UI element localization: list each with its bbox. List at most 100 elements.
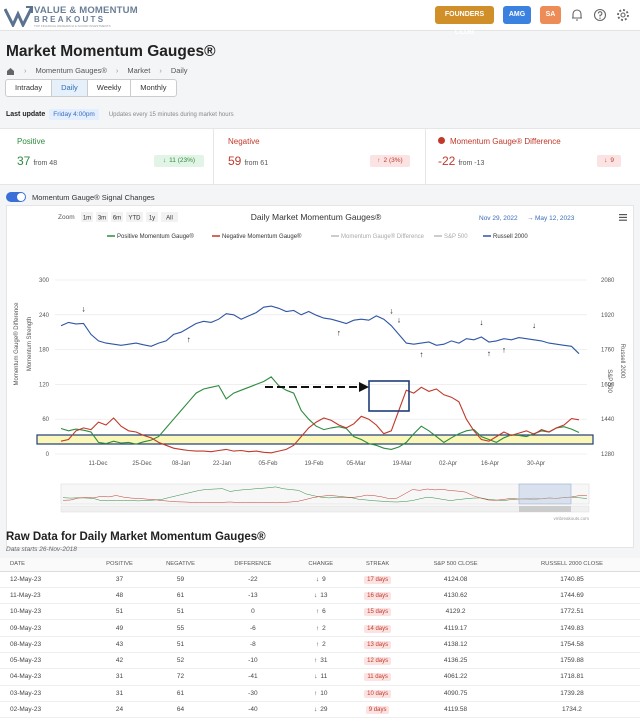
tab-weekly[interactable]: Weekly <box>88 80 132 96</box>
range-arrow: → <box>527 215 534 222</box>
zoom-button[interactable] <box>111 212 123 222</box>
chart-grid <box>55 279 587 455</box>
x-tick-label: 30-Apr <box>527 461 545 467</box>
brand-logo[interactable]: VALUE & MOMENTUM BREAKOUTS TOP FINANCIAL… <box>4 3 138 29</box>
tab-intraday[interactable]: Intraday <box>6 80 53 96</box>
navigator[interactable] <box>60 483 590 513</box>
column-header[interactable]: STREAK <box>347 558 408 572</box>
positive-series-line[interactable] <box>60 376 580 450</box>
column-header[interactable]: RUSSELL 2000 CLOSE <box>503 558 640 572</box>
change-cell: ↑ 6 <box>293 603 348 621</box>
change-cell: ↓ 29 <box>293 701 348 718</box>
y-axis-title-2: Momentum Strength <box>27 317 33 371</box>
streak-badge: 14 days <box>364 624 392 633</box>
legend-item[interactable]: Russell 2000 <box>493 234 528 240</box>
legend-item[interactable]: Positive Momentum Gauge® <box>117 233 194 240</box>
change-value: 31 <box>320 657 328 665</box>
range-to[interactable]: May 12, 2023 <box>535 215 575 222</box>
change-value: 6 <box>322 608 326 616</box>
zoom-button[interactable] <box>146 212 158 222</box>
founders-club-button[interactable]: FOUNDERS CLUB <box>435 6 494 36</box>
column-header[interactable]: DATE <box>0 558 91 572</box>
legend-item[interactable]: S&P 500 <box>444 234 468 240</box>
arrow-up-icon: ↑ <box>314 689 318 697</box>
change-value: 2 <box>322 624 326 632</box>
table-cell: 1744.69 <box>503 587 640 605</box>
table-cell: 4061.22 <box>407 668 504 686</box>
brand-tagline: TOP FINANCIAL RESEARCH & SOUND INVESTMEN… <box>34 24 111 28</box>
navigator-scrollbar[interactable] <box>60 505 590 513</box>
change-value: 11 <box>320 673 328 681</box>
y-tick-label: 300 <box>39 278 50 284</box>
x-axis: 11-Dec 25-Dec 08-Jan 22-Jan 05-Feb 19-Feb 05-M… <box>89 461 545 467</box>
table-cell: 42 <box>90 652 149 670</box>
column-header[interactable]: POSITIVE <box>90 558 149 572</box>
positive-label: Positive <box>17 137 46 146</box>
change-cell: ↓ 11 <box>293 668 348 686</box>
last-update-label: Last update <box>6 111 46 118</box>
y-tick-label: 120 <box>39 382 50 388</box>
update-note: Updates every 15 minutes during market h… <box>108 111 234 118</box>
annotation-arrowhead-icon <box>359 382 369 392</box>
zoom-button[interactable] <box>161 212 178 222</box>
x-tick-label: 11-Dec <box>89 461 108 467</box>
table-row: 09-May-23 49 55 -6 ↑ 2 14 days 4119.17 1749.83 <box>0 619 640 637</box>
navigator-positive-line <box>62 486 588 503</box>
column-header[interactable]: S&P 500 CLOSE <box>407 558 504 572</box>
signal-toggle[interactable]: Momentum Gauge® Signal Changes <box>6 192 155 202</box>
column-header[interactable]: NEGATIVE <box>148 558 213 572</box>
bell-icon[interactable] <box>570 8 584 22</box>
positive-card: Positive 37 from 48 ↓ 11 (23%) <box>17 129 207 185</box>
navigator-window[interactable] <box>518 483 572 505</box>
tab-daily[interactable]: Daily <box>52 80 88 96</box>
range-from[interactable]: Nov 29, 2022 <box>479 215 518 222</box>
table-cell: 09-May-23 <box>0 619 91 637</box>
momentum-chart[interactable]: Zoom 1m 3m 6m YTD 1y All Daily Market Momentu… <box>7 206 635 549</box>
russell-series-line[interactable] <box>60 305 580 355</box>
table-cell: 51 <box>148 636 213 653</box>
positive-number: 37 <box>17 154 31 168</box>
card-divider <box>213 129 214 185</box>
x-tick-label: 25-Dec <box>132 461 151 467</box>
timeframe-tabs: Intraday Daily Weekly Monthly <box>5 79 177 97</box>
signal-toggle-label: Momentum Gauge® Signal Changes <box>32 192 155 202</box>
change-value: 9 <box>322 575 326 583</box>
home-icon[interactable] <box>6 67 15 75</box>
x-tick-label: 02-Apr <box>439 461 457 467</box>
tab-monthly[interactable]: Monthly <box>140 83 167 92</box>
table-cell: -6 <box>212 619 294 637</box>
table-cell: 24 <box>90 701 149 718</box>
legend-item[interactable]: Momentum Gauge® Difference <box>341 233 425 240</box>
table-row: 08-May-23 43 51 -8 ↑ 2 13 days 4138.12 1754.58 <box>0 636 640 653</box>
y-tick-label: 240 <box>39 313 50 319</box>
table-body: 12-May-23 37 59 -22 ↓ 9 17 days 4124.08 1740.85 1… <box>0 571 640 718</box>
negative-series-line[interactable] <box>60 386 580 454</box>
arrow-up-icon: ↑ <box>315 640 320 648</box>
gear-icon[interactable] <box>616 8 630 22</box>
difference-change-badge: ↓ 9 <box>597 155 621 167</box>
chart-menu-icon[interactable] <box>619 214 627 221</box>
neutral-zone-box <box>36 434 594 445</box>
help-icon[interactable] <box>593 8 607 22</box>
streak-badge: 9 days <box>365 706 390 715</box>
zoom-button[interactable] <box>96 212 108 222</box>
amg-button[interactable]: AMG <box>503 6 531 24</box>
y-right-tick-label: 1440 <box>601 417 615 423</box>
breadcrumb-item[interactable]: Market <box>127 66 151 75</box>
table-cell: 1772.51 <box>503 603 640 621</box>
zoom-button[interactable] <box>81 212 93 222</box>
table-cell: -10 <box>212 652 294 670</box>
signal-down-arrow-icon: ↓ <box>532 321 536 330</box>
legend-item[interactable]: Negative Momentum Gauge® <box>222 233 302 240</box>
scrollbar-thumb[interactable] <box>519 506 571 512</box>
column-header[interactable]: DIFFERENCE <box>212 558 294 572</box>
toggle-switch[interactable] <box>6 192 26 202</box>
x-tick-label: 22-Jan <box>213 461 231 467</box>
change-cell: ↑ 2 <box>293 636 348 653</box>
arrow-down-icon: ↓ <box>314 673 318 681</box>
y-tick-label: 180 <box>39 348 50 354</box>
sa-button[interactable]: SA <box>540 6 561 24</box>
zoom-button[interactable] <box>126 212 143 222</box>
breadcrumb-item[interactable]: Momentum Gauges® <box>35 66 107 75</box>
column-header[interactable]: CHANGE <box>293 558 348 572</box>
